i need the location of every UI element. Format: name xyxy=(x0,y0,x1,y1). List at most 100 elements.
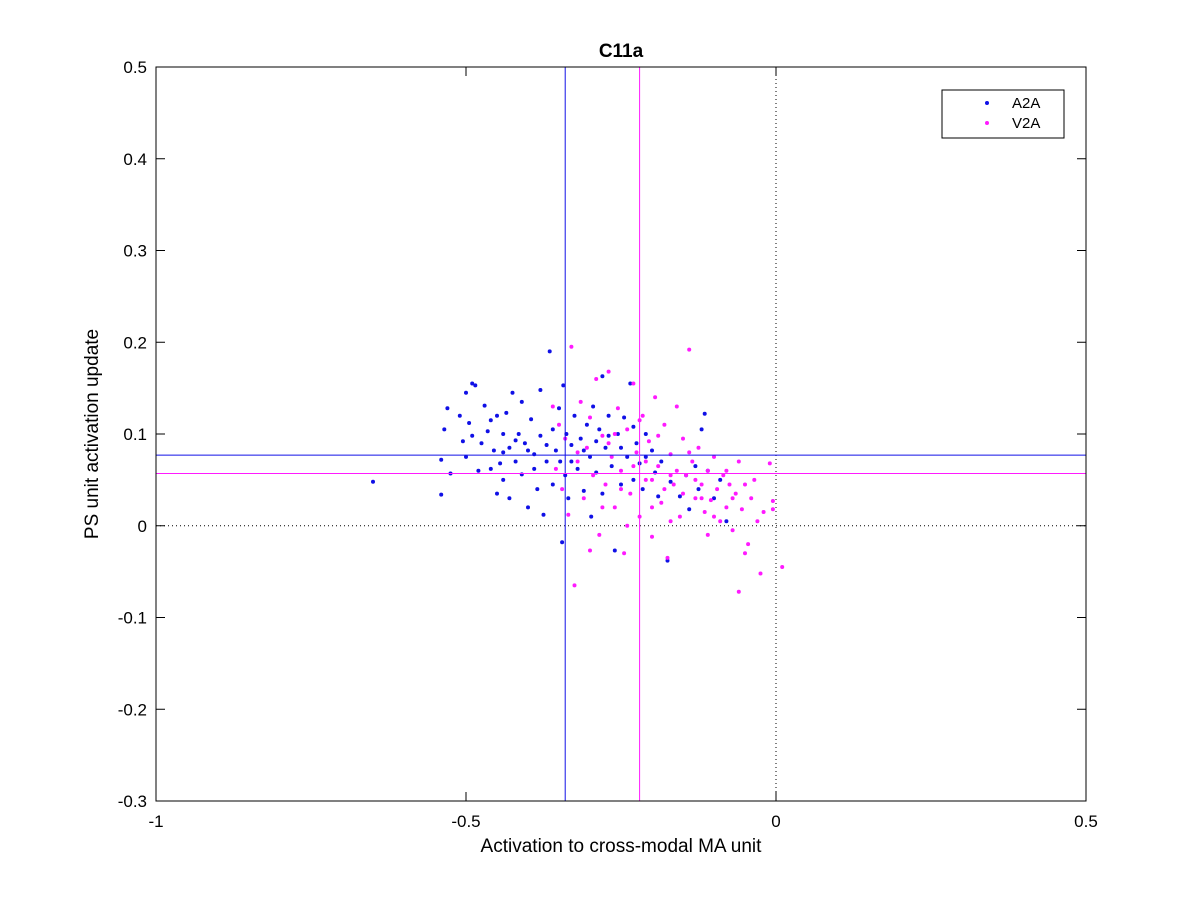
y-tick-label: -0.1 xyxy=(118,609,147,628)
data-point-v2a-67 xyxy=(758,571,763,576)
data-point-a2a-33 xyxy=(526,505,530,510)
data-point-v2a-41 xyxy=(677,514,682,519)
data-point-a2a-85 xyxy=(668,479,673,484)
data-point-a2a-58 xyxy=(584,422,589,427)
data-point-a2a-106 xyxy=(619,445,623,450)
data-point-v2a-96 xyxy=(650,477,654,482)
data-point-a2a-75 xyxy=(631,477,636,482)
reference-lines xyxy=(156,67,1086,801)
legend-box xyxy=(941,89,1065,139)
data-point-a2a-48 xyxy=(560,540,565,545)
data-point-a2a-29 xyxy=(516,432,521,436)
x-tick-label: -1 xyxy=(148,812,163,831)
data-point-a2a-99 xyxy=(513,438,518,443)
data-point-a2a-55 xyxy=(575,466,580,471)
data-point-v2a-58 xyxy=(730,528,735,533)
data-point-v2a-16 xyxy=(600,433,605,438)
data-point-v2a-77 xyxy=(625,523,630,528)
data-point-a2a-89 xyxy=(693,464,698,469)
data-point-v2a-97 xyxy=(668,473,673,478)
data-point-a2a-64 xyxy=(600,374,605,379)
data-point-a2a-70 xyxy=(615,432,620,436)
data-point-a2a-108 xyxy=(643,454,648,459)
data-point-v2a-55 xyxy=(721,473,726,478)
data-point-v2a-60 xyxy=(736,459,741,464)
data-point-v2a-26 xyxy=(631,381,636,386)
data-point-v2a-10 xyxy=(581,496,586,501)
data-point-v2a-78 xyxy=(600,505,605,510)
data-point-v2a-13 xyxy=(591,473,596,478)
data-point-a2a-52 xyxy=(566,496,571,501)
data-point-a2a-44 xyxy=(550,482,555,487)
data-point-a2a-49 xyxy=(561,383,566,388)
data-point-v2a-56 xyxy=(724,505,729,510)
data-point-v2a-84 xyxy=(656,433,661,438)
x-axis-label: Activation to cross-modal MA unit xyxy=(481,836,763,857)
data-point-v2a-57 xyxy=(727,482,732,487)
data-point-v2a-6 xyxy=(569,344,574,349)
data-point-v2a-36 xyxy=(662,422,667,427)
data-point-a2a-92 xyxy=(702,411,707,416)
data-point-v2a-17 xyxy=(603,482,608,487)
data-point-v2a-72 xyxy=(736,589,741,594)
data-point-v2a-91 xyxy=(662,487,667,492)
data-point-a2a-94 xyxy=(712,496,716,501)
data-point-a2a-36 xyxy=(532,466,537,471)
data-point-v2a-79 xyxy=(588,548,592,553)
data-point-v2a-98 xyxy=(712,514,716,519)
data-point-a2a-7 xyxy=(460,439,465,444)
data-point-v2a-0 xyxy=(550,404,555,409)
y-axis-label: PS unit activation update xyxy=(82,329,103,539)
data-point-a2a-25 xyxy=(507,445,512,450)
data-point-v2a-34 xyxy=(656,464,661,469)
data-point-a2a-67 xyxy=(606,413,611,418)
data-point-v2a-82 xyxy=(619,487,623,492)
legend-marker-a2a xyxy=(985,101,989,105)
data-point-a2a-71 xyxy=(619,482,623,487)
data-point-a2a-37 xyxy=(535,487,540,492)
data-point-a2a-104 xyxy=(594,439,599,444)
data-point-a2a-4 xyxy=(445,406,450,411)
data-point-v2a-21 xyxy=(615,406,620,411)
data-point-a2a-69 xyxy=(612,548,617,553)
data-point-v2a-15 xyxy=(597,532,602,537)
data-point-a2a-12 xyxy=(473,383,478,388)
data-point-a2a-60 xyxy=(589,514,594,519)
data-point-a2a-34 xyxy=(526,448,530,453)
data-point-v2a-54 xyxy=(718,519,723,524)
data-point-v2a-3 xyxy=(560,487,565,492)
data-point-v2a-33 xyxy=(653,395,658,400)
data-point-a2a-43 xyxy=(550,427,555,432)
data-point-v2a-52 xyxy=(712,454,716,459)
data-point-v2a-48 xyxy=(699,482,704,487)
data-points xyxy=(371,344,785,594)
axis-ticks: -1 -0.5 0 0.5 -0.3 -0.2 -0.1 0 0.1 0.2 0.3 0.4 0.5 xyxy=(118,58,1098,831)
data-point-a2a-28 xyxy=(513,459,518,464)
data-point-v2a-66 xyxy=(755,519,760,524)
data-point-a2a-83 xyxy=(659,459,664,464)
data-point-v2a-2 xyxy=(557,422,561,427)
data-point-a2a-95 xyxy=(718,477,723,482)
data-point-a2a-76 xyxy=(634,441,639,446)
data-point-a2a-27 xyxy=(510,390,515,395)
data-point-v2a-81 xyxy=(606,441,611,446)
legend-label-v2a: V2A xyxy=(1012,115,1040,132)
data-point-a2a-13 xyxy=(476,468,481,473)
data-point-v2a-86 xyxy=(687,450,692,455)
data-point-a2a-59 xyxy=(588,454,592,459)
data-point-v2a-65 xyxy=(752,477,757,482)
x-tick-label: 0.5 xyxy=(1074,812,1098,831)
data-point-a2a-88 xyxy=(687,507,692,512)
y-tick-label: -0.3 xyxy=(118,792,147,811)
data-point-v2a-69 xyxy=(767,461,772,466)
data-point-a2a-21 xyxy=(498,461,503,466)
data-point-v2a-14 xyxy=(594,377,599,381)
data-point-a2a-61 xyxy=(591,404,596,409)
data-point-v2a-49 xyxy=(702,510,707,514)
data-point-v2a-94 xyxy=(612,432,617,436)
x-tick-label: 0 xyxy=(771,812,780,831)
data-point-v2a-24 xyxy=(625,427,630,432)
data-point-a2a-53 xyxy=(569,443,574,447)
